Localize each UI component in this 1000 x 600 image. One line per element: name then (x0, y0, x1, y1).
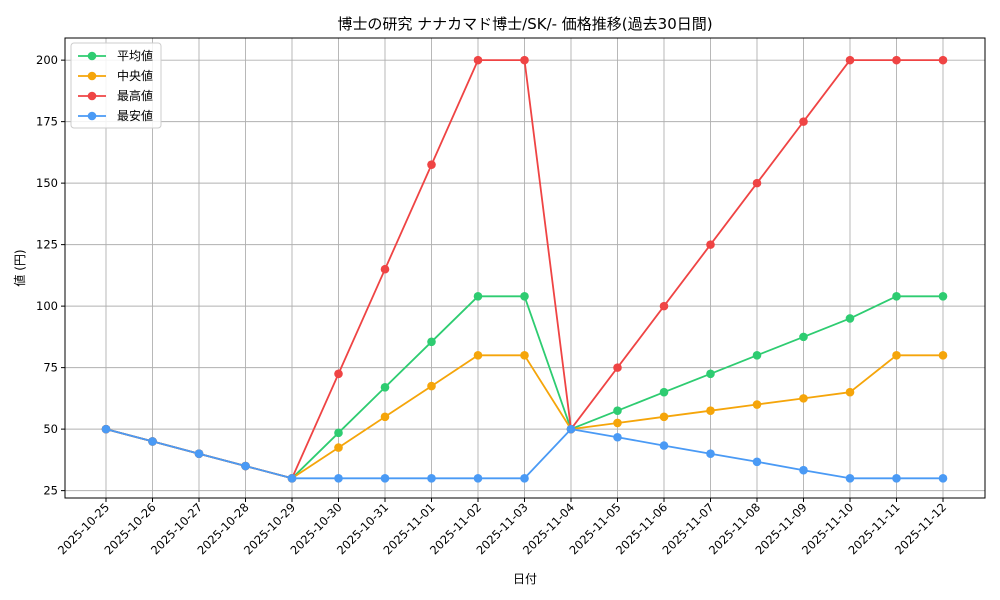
series-3 (101, 424, 948, 483)
chart-title: 博士の研究 ナナカマド博士/SK/- 価格推移(過去30日間) (337, 15, 712, 33)
data-point (380, 412, 390, 422)
data-point (427, 337, 436, 347)
data-point (938, 291, 948, 301)
data-point (845, 55, 855, 65)
data-point (706, 406, 715, 415)
data-point (473, 291, 483, 301)
data-point (334, 428, 343, 438)
data-point (845, 387, 855, 397)
data-point (566, 424, 576, 434)
y-tick-label: 75 (43, 361, 58, 375)
data-point (613, 406, 622, 415)
data-point (799, 332, 808, 342)
x-axis-label: 日付 (513, 572, 537, 586)
data-point (892, 55, 901, 65)
x-axis-ticks: 2025-10-252025-10-262025-10-272025-10-28… (55, 498, 949, 557)
data-point (752, 351, 762, 360)
data-point (334, 369, 343, 379)
legend-label: 最安値 (117, 108, 153, 123)
legend-swatch-marker (87, 71, 97, 81)
data-point (334, 443, 343, 452)
data-point (706, 240, 715, 249)
y-tick-label: 125 (36, 238, 58, 252)
data-point (613, 432, 622, 442)
data-point (799, 465, 808, 475)
data-point (473, 55, 483, 65)
data-point (613, 363, 622, 372)
data-point (473, 351, 483, 360)
legend-swatch-marker (87, 51, 97, 61)
data-point (845, 314, 855, 323)
data-point (659, 301, 669, 311)
data-point (101, 424, 111, 434)
data-point (938, 55, 948, 65)
data-point (892, 351, 901, 360)
data-point (752, 400, 762, 409)
data-point (659, 412, 669, 422)
data-point (799, 117, 808, 126)
grid (65, 38, 985, 498)
y-tick-label: 175 (36, 115, 58, 129)
y-axis-ticks: 25 50 75 100 125 150 175 200 (36, 53, 65, 498)
legend-swatch-marker (87, 111, 97, 121)
series-layer (101, 55, 948, 483)
legend-label: 中央値 (117, 68, 153, 83)
data-point (892, 291, 901, 301)
data-point (938, 474, 948, 483)
y-tick-label: 200 (36, 53, 58, 67)
legend-label: 最高値 (117, 88, 153, 103)
data-point (706, 449, 715, 459)
data-point (334, 474, 343, 483)
data-point (287, 474, 297, 483)
y-axis-label: 値 (円) (12, 249, 27, 286)
y-tick-label: 25 (43, 484, 58, 498)
data-point (427, 474, 436, 483)
data-point (659, 441, 669, 450)
data-point (520, 291, 529, 301)
data-point (752, 457, 762, 467)
data-point (845, 474, 855, 483)
legend-box (70, 42, 162, 129)
data-point (938, 351, 948, 360)
data-point (194, 449, 204, 459)
y-tick-label: 100 (36, 299, 58, 313)
data-point (520, 351, 529, 360)
data-point (659, 387, 669, 397)
y-tick-label: 150 (36, 176, 58, 190)
data-point (427, 160, 436, 169)
data-point (427, 381, 436, 391)
data-point (380, 474, 390, 483)
data-point (380, 383, 390, 392)
data-point (520, 474, 529, 483)
data-point (799, 394, 808, 403)
y-tick-label: 50 (43, 422, 58, 436)
data-point (473, 474, 483, 483)
data-point (706, 369, 715, 379)
data-point (892, 474, 901, 483)
data-point (520, 55, 529, 65)
legend-swatch-marker (87, 91, 97, 101)
data-point (613, 418, 622, 428)
data-point (380, 264, 390, 274)
data-point (148, 437, 157, 446)
legend-label: 平均値 (117, 48, 153, 63)
data-point (752, 178, 762, 188)
data-point (241, 461, 250, 471)
